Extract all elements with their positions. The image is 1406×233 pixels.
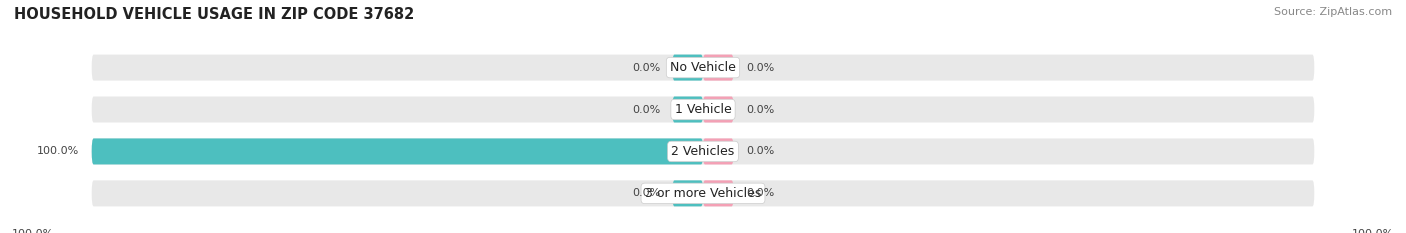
Text: 0.0%: 0.0% (745, 63, 775, 72)
FancyBboxPatch shape (91, 138, 703, 164)
Text: Source: ZipAtlas.com: Source: ZipAtlas.com (1274, 7, 1392, 17)
FancyBboxPatch shape (91, 96, 1315, 123)
Text: 1 Vehicle: 1 Vehicle (675, 103, 731, 116)
FancyBboxPatch shape (703, 96, 734, 123)
Text: HOUSEHOLD VEHICLE USAGE IN ZIP CODE 37682: HOUSEHOLD VEHICLE USAGE IN ZIP CODE 3768… (14, 7, 415, 22)
Text: 0.0%: 0.0% (745, 105, 775, 114)
Text: 0.0%: 0.0% (631, 63, 661, 72)
FancyBboxPatch shape (703, 138, 734, 164)
Text: 0.0%: 0.0% (631, 105, 661, 114)
FancyBboxPatch shape (91, 55, 1315, 81)
Text: 100.0%: 100.0% (1351, 229, 1393, 233)
FancyBboxPatch shape (672, 180, 703, 206)
Text: 0.0%: 0.0% (745, 188, 775, 198)
Text: 0.0%: 0.0% (745, 147, 775, 156)
FancyBboxPatch shape (672, 55, 703, 81)
FancyBboxPatch shape (91, 138, 1315, 164)
FancyBboxPatch shape (703, 55, 734, 81)
FancyBboxPatch shape (703, 180, 734, 206)
Text: 3 or more Vehicles: 3 or more Vehicles (645, 187, 761, 200)
FancyBboxPatch shape (91, 180, 1315, 206)
Text: 100.0%: 100.0% (37, 147, 80, 156)
Text: 0.0%: 0.0% (631, 188, 661, 198)
Text: 2 Vehicles: 2 Vehicles (672, 145, 734, 158)
Text: No Vehicle: No Vehicle (671, 61, 735, 74)
FancyBboxPatch shape (672, 96, 703, 123)
Text: 100.0%: 100.0% (13, 229, 55, 233)
